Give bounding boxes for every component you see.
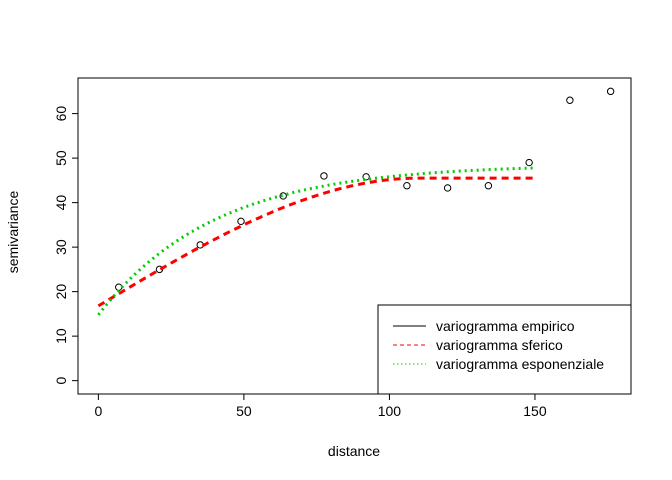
empirical-point [237,217,245,226]
x-tick-label: 150 [523,403,547,419]
legend: variogramma empirico variogramma sferico v… [377,304,632,395]
y-axis-label: semivariance [5,191,21,274]
x-axis-label: distance [328,443,380,459]
y-tick-label: 20 [53,284,69,300]
y-tick-label: 10 [53,328,69,344]
legend-label: variogramma empirico [436,318,575,334]
empirical-point [443,184,452,192]
y-axis: 0 10 20 30 40 50 60 [53,106,79,385]
x-tick-label: 0 [94,403,102,419]
empirical-points [115,87,615,291]
empirical-point [362,173,370,181]
y-tick-label: 50 [53,150,69,166]
empirical-point [566,96,574,104]
empirical-point [525,158,533,167]
y-tick-label: 60 [53,106,69,122]
empirical-point [484,182,493,190]
x-tick-label: 50 [236,403,252,419]
legend-label: variogramma sferico [436,337,563,353]
y-tick-label: 0 [53,377,69,385]
model-lines [97,166,536,316]
line-spherical [97,176,535,308]
y-tick-label: 30 [53,239,69,255]
empirical-point [115,283,123,291]
legend-label: variogramma esponenziale [436,356,604,372]
empirical-point [279,192,287,200]
line-exponential [97,166,536,316]
y-tick-label: 40 [53,195,69,211]
legend-box [377,304,632,395]
empirical-point [320,172,328,180]
empirical-point [606,87,615,96]
empirical-point [403,182,411,190]
x-axis: 0 50 100 150 [94,393,547,419]
x-tick-label: 100 [378,403,402,419]
